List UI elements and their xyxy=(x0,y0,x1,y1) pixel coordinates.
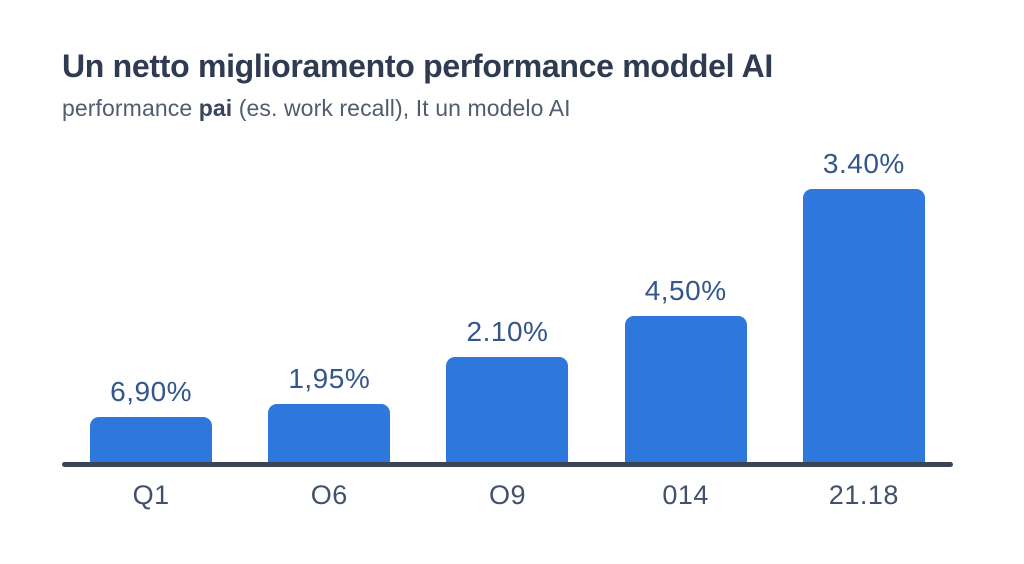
bar xyxy=(268,404,391,462)
bar-value-label: 6,90% xyxy=(110,376,193,407)
bar-column: 2.10% xyxy=(418,316,596,462)
bar-column: 1,95% xyxy=(240,363,418,462)
subtitle-text-bold: pai xyxy=(198,94,233,121)
bar-value-label: 2.10% xyxy=(466,316,549,347)
x-axis-label: 21.18 xyxy=(828,480,899,510)
bar xyxy=(90,417,213,462)
x-axis-label: O9 xyxy=(488,480,526,510)
bar-value-label: 4,50% xyxy=(644,275,727,306)
subtitle-text-start: performance xyxy=(62,94,199,121)
x-axis-labels-row: Q1 O6 O9 014 21.18 xyxy=(62,480,953,511)
chart-header: Un netto miglioramento performance modde… xyxy=(62,48,962,122)
bar xyxy=(802,189,925,462)
x-axis-label: O6 xyxy=(310,480,348,510)
bar-value-label: 3.40% xyxy=(822,148,905,179)
bar-column: 3.40% xyxy=(775,148,953,462)
chart-title: Un netto miglioramento performance modde… xyxy=(62,48,774,84)
bar-value-label: 1,95% xyxy=(288,363,371,394)
bar xyxy=(624,316,747,462)
bar-column: 4,50% xyxy=(597,275,775,462)
bar-column: 6,90% xyxy=(62,376,240,462)
bar-chart: 6,90% 1,95% 2.10% 4,50% 3.40% Q1 O6 O9 014 21.18 xyxy=(62,140,953,511)
plot-area: 6,90% 1,95% 2.10% 4,50% 3.40% xyxy=(62,140,953,462)
subtitle-text-end: (es. work recall), It un modelo AI xyxy=(232,94,571,121)
x-axis-label: 014 xyxy=(662,480,709,510)
x-axis-line xyxy=(62,462,953,467)
bar xyxy=(446,357,569,462)
x-axis-label: Q1 xyxy=(132,480,170,510)
chart-subtitle: performance pai (es. work recall), It un… xyxy=(62,95,962,122)
